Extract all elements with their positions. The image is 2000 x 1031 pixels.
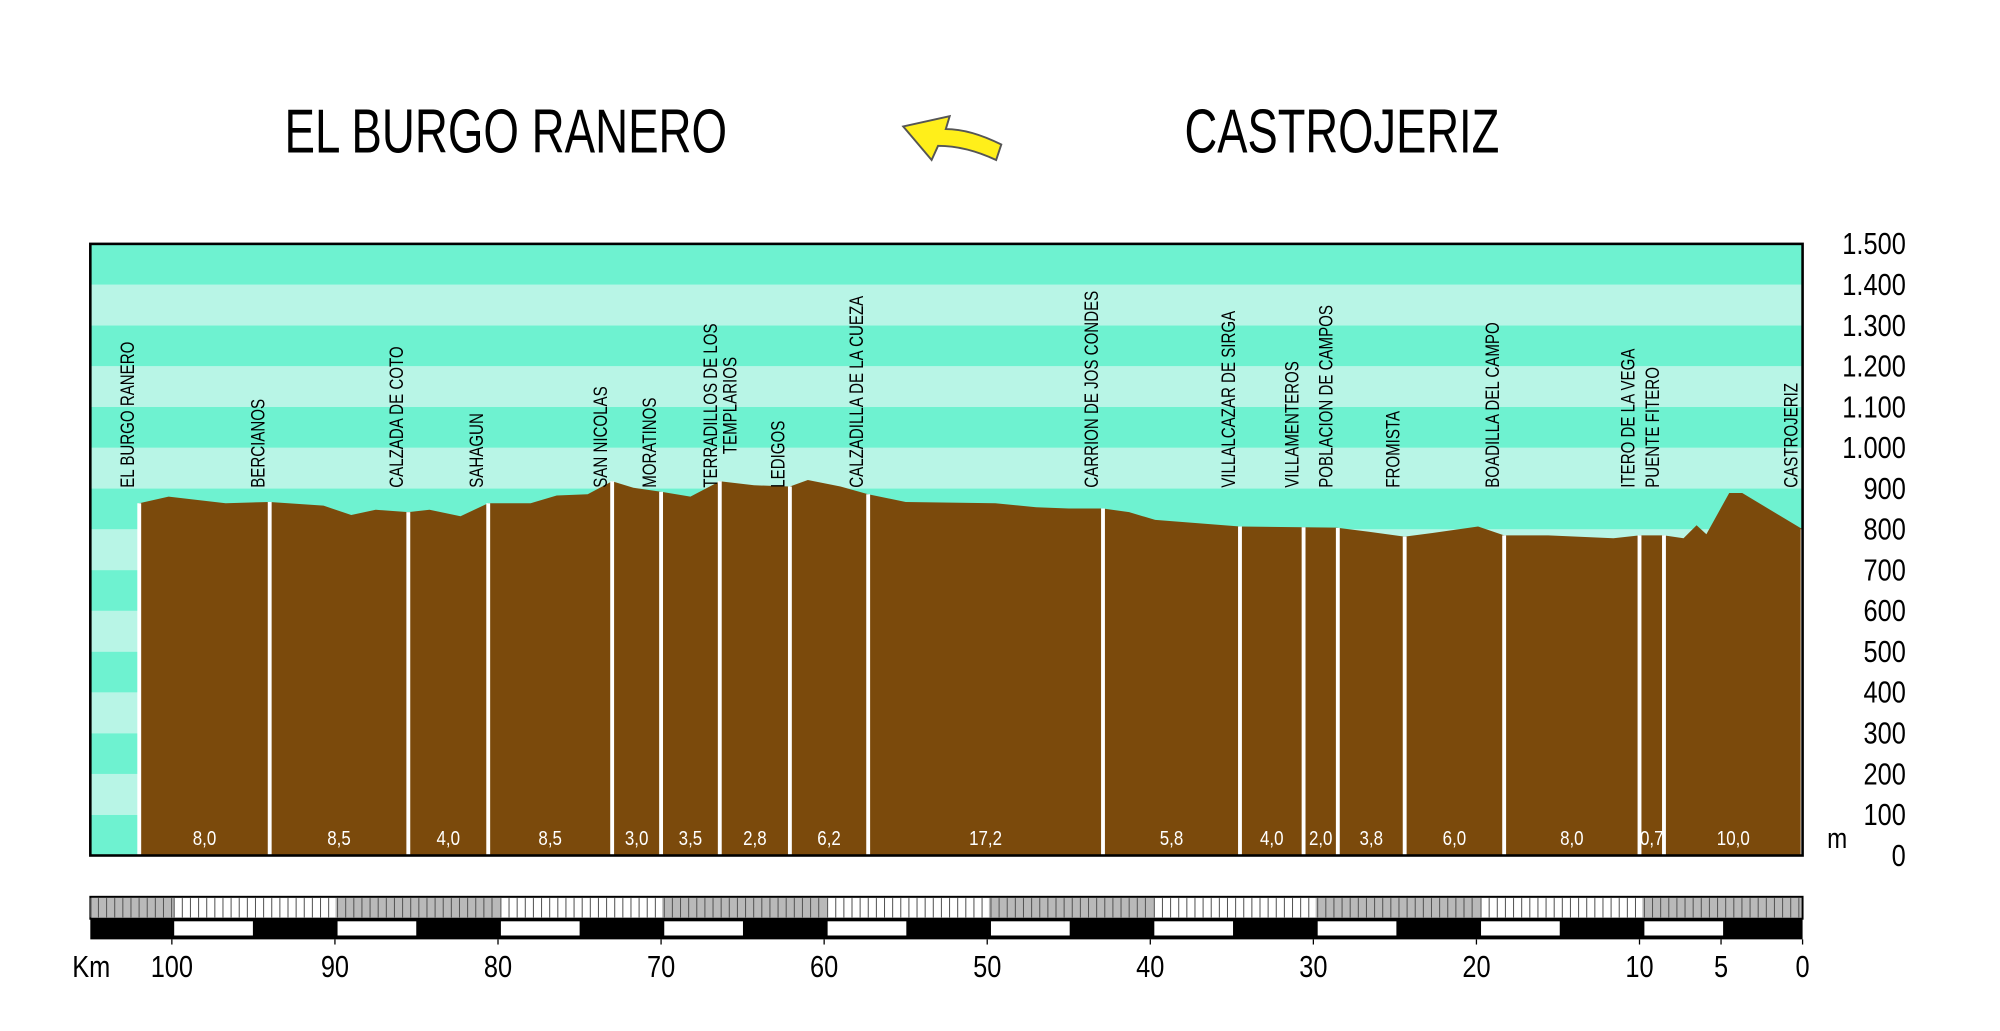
y-tick-label: 700 — [1863, 552, 1905, 587]
segment-label: 3,5 — [679, 827, 703, 850]
town-label: MORATINOS — [638, 398, 660, 488]
plot-border — [89, 242, 1804, 857]
segment-label: 2,0 — [1309, 827, 1333, 850]
y-tick-label: 900 — [1863, 470, 1905, 505]
scale-white — [1154, 921, 1234, 936]
direction-arrow — [901, 114, 1003, 162]
x-tick-label: 50 — [973, 948, 1001, 983]
y-tick-label: 1.300 — [1842, 307, 1905, 342]
x-tick-label: 100 — [151, 948, 193, 983]
segment-label: 6,0 — [1443, 827, 1467, 850]
y-tick-label: 1.100 — [1842, 389, 1905, 424]
x-tick-label: 30 — [1299, 948, 1327, 983]
elevation-profile — [139, 479, 1803, 856]
band — [90, 325, 1803, 367]
town-label: TEMPLARIOS — [719, 357, 741, 454]
segment-label: 8,0 — [1560, 827, 1584, 850]
town-label: SAHAGUN — [465, 413, 487, 488]
y-tick-label: 1.500 — [1842, 226, 1905, 261]
segment-label: 10,0 — [1717, 827, 1750, 850]
y-tick-label: 1.000 — [1842, 430, 1905, 465]
x-tick-label: 5 — [1714, 948, 1728, 983]
segment-label: 4,0 — [437, 827, 461, 850]
town-label: EL BURGO RANERO — [116, 342, 138, 488]
town-label: CALZADA DE COTO — [385, 346, 407, 487]
x-tick-label: 70 — [647, 948, 675, 983]
x-tick-label: 20 — [1462, 948, 1490, 983]
band — [90, 447, 1803, 489]
town-label: ITERO DE LA VEGA — [1617, 348, 1639, 488]
y-tick-label: 600 — [1863, 593, 1905, 628]
scale-bar — [89, 895, 1804, 940]
town-label: FROMISTA — [1382, 411, 1404, 488]
segment-label: 5,8 — [1160, 827, 1184, 850]
town-label: LEDIGOS — [767, 421, 789, 488]
segment-label: 8,5 — [538, 827, 562, 850]
end-label: CASTROJERIZ — [1185, 97, 1500, 166]
scale-white — [827, 921, 907, 936]
y-tick-label: 1.200 — [1842, 348, 1905, 383]
x-tick-label: 0 — [1796, 948, 1810, 983]
y-tick-label: 500 — [1863, 634, 1905, 669]
town-label: POBLACION DE CAMPOS — [1315, 305, 1337, 488]
band — [90, 243, 1803, 285]
band — [90, 366, 1803, 407]
x-tick-label: 40 — [1136, 948, 1164, 983]
y-tick-label: 1.400 — [1842, 267, 1905, 302]
start-label: EL BURGO RANERO — [285, 97, 728, 166]
town-label: PUENTE FITERO — [1641, 367, 1663, 488]
segment-label: 8,0 — [193, 827, 217, 850]
scale-white — [1481, 921, 1560, 936]
segment-label: 4,0 — [1260, 827, 1284, 850]
segment-label: 6,2 — [817, 827, 841, 850]
x-tick-label: 60 — [810, 948, 838, 983]
segment-label: 3,0 — [625, 827, 649, 850]
segment-label: 8,5 — [327, 827, 351, 850]
y-tick-label: 400 — [1863, 674, 1905, 709]
town-label: CASTROJERIZ — [1780, 383, 1802, 488]
scale-white — [337, 921, 417, 936]
town-label: CARRION DE JOS CONDES — [1080, 291, 1102, 488]
x-tick-label: 80 — [484, 948, 512, 983]
town-label: BOADILLA DEL CAMPO — [1481, 322, 1503, 487]
y-tick-label: 100 — [1863, 797, 1905, 832]
band — [90, 406, 1803, 448]
segment-label: 17,2 — [969, 827, 1002, 850]
scale-white — [664, 921, 743, 936]
y-axis-label: m — [1827, 822, 1847, 854]
scale-white — [1317, 921, 1397, 936]
town-label: CALZADILLA DE LA CUEZA — [845, 295, 867, 487]
y-tick-label: 0 — [1892, 837, 1906, 872]
y-tick-label: 300 — [1863, 715, 1905, 750]
scale-white — [990, 921, 1070, 936]
town-label: VILLAMENTEROS — [1281, 361, 1303, 488]
x-tick-label: 10 — [1625, 948, 1653, 983]
town-label: TERRADILLOS DE LOS — [699, 323, 721, 487]
band — [90, 284, 1803, 326]
segment-label: 3,8 — [1359, 827, 1383, 850]
town-label: VILLALCAZAR DE SIRGA — [1217, 310, 1239, 487]
scale-white — [1644, 921, 1724, 936]
y-tick-label: 800 — [1863, 511, 1905, 546]
scale-white — [174, 921, 253, 936]
segment-label: 0,7 — [1640, 827, 1664, 850]
scale-white — [500, 921, 580, 936]
town-label: BERCIANOS — [247, 399, 269, 488]
y-tick-label: 200 — [1863, 756, 1905, 791]
segment-label: 2,8 — [743, 827, 767, 850]
town-label: SAN NICOLAS — [589, 386, 611, 487]
x-axis-label: Km — [72, 948, 110, 983]
x-tick-label: 90 — [321, 948, 349, 983]
